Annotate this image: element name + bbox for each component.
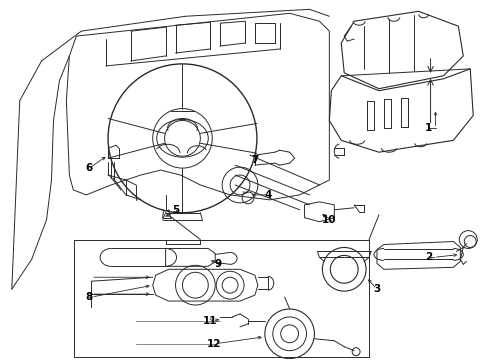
Text: 9: 9 — [214, 259, 222, 269]
Text: 3: 3 — [372, 284, 380, 294]
Text: 8: 8 — [85, 292, 93, 302]
Text: 1: 1 — [424, 123, 431, 134]
Text: 6: 6 — [85, 163, 93, 173]
Text: 12: 12 — [206, 339, 221, 349]
Text: 7: 7 — [251, 155, 258, 165]
Text: 2: 2 — [424, 252, 431, 262]
Text: 11: 11 — [203, 316, 217, 326]
Text: 10: 10 — [322, 215, 336, 225]
Text: 4: 4 — [264, 190, 271, 200]
Text: 5: 5 — [172, 205, 179, 215]
